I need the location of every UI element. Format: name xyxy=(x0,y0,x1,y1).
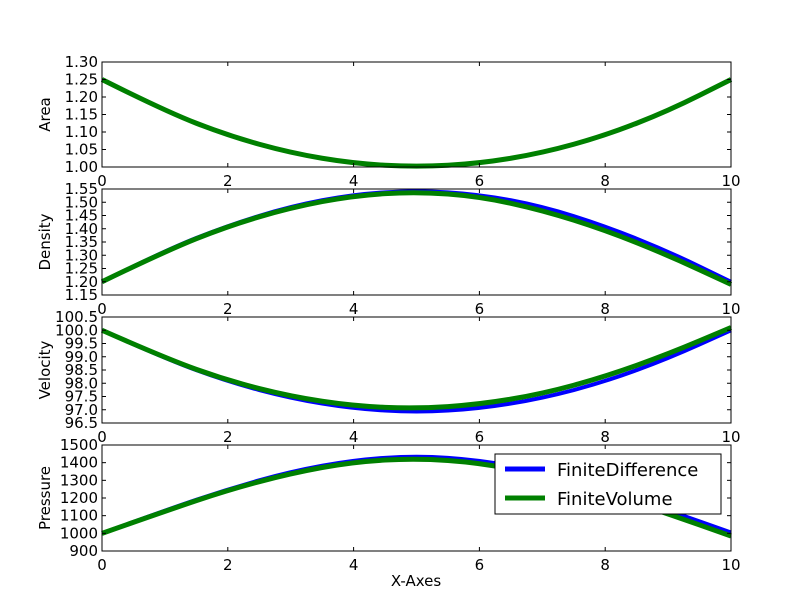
density-series-finitevolume xyxy=(100,190,733,287)
velocity-x-tick-label: 4 xyxy=(349,428,359,446)
velocity-y-tick-label: 98.0 xyxy=(65,374,98,392)
legend-label-finite-difference: FiniteDifference xyxy=(557,460,698,481)
velocity-y-tick-label: 97.5 xyxy=(65,388,98,406)
velocity-x-tick-label: 10 xyxy=(721,428,740,446)
area-y-tick-label: 1.05 xyxy=(65,141,98,159)
area-y-tick-label: 1.25 xyxy=(65,71,98,89)
density-x-tick-label: 10 xyxy=(721,300,740,318)
pressure-y-tick-label: 900 xyxy=(69,542,98,560)
pressure-y-tick-label: 1100 xyxy=(60,507,98,525)
pressure-y-tick-label: 1200 xyxy=(60,489,98,507)
velocity-y-tick-label: 100.0 xyxy=(55,321,98,339)
pressure-y-tick-label: 1300 xyxy=(60,471,98,489)
pressure-x-tick-label: 8 xyxy=(600,556,610,574)
pressure-x-tick-label: 6 xyxy=(475,556,485,574)
density-x-tick-label: 8 xyxy=(600,300,610,318)
legend-label-finite-volume: FiniteVolume xyxy=(557,489,673,510)
legend-frame xyxy=(494,453,722,515)
velocity-y-tick-label: 100.5 xyxy=(55,308,98,326)
density-y-tick-label: 1.30 xyxy=(65,246,98,264)
pressure-x-tick-label: 4 xyxy=(349,556,359,574)
density-y-tick-label: 1.55 xyxy=(65,180,98,198)
density-y-tick-label: 1.40 xyxy=(65,220,98,238)
subplot-density: 1.151.201.251.301.351.401.451.501.55 0 2 4 6… xyxy=(36,180,741,318)
pressure-y-tick-label: 1500 xyxy=(60,436,98,454)
velocity-y-tick-label: 96.5 xyxy=(65,414,98,432)
area-y-tick-label: 1.00 xyxy=(65,158,98,176)
density-y-tick-label: 1.35 xyxy=(65,233,98,251)
area-x-tick-label: 2 xyxy=(223,172,233,190)
area-series-finitevolume xyxy=(100,77,733,169)
density-y-tick-label: 1.25 xyxy=(65,260,98,278)
area-y-tick-label: 1.20 xyxy=(65,88,98,106)
pressure-y-tick-label: 1400 xyxy=(60,454,98,472)
density-y-tick-label: 1.45 xyxy=(65,207,98,225)
velocity-y-axis-label: Velocity xyxy=(36,340,54,399)
pressure-x-tick-label: 0 xyxy=(97,556,107,574)
velocity-y-tick-label: 98.5 xyxy=(65,361,98,379)
velocity-y-tick-label: 99.0 xyxy=(65,348,98,366)
area-y-tick-label: 1.15 xyxy=(65,106,98,124)
velocity-x-tick-label: 6 xyxy=(475,428,485,446)
legend: FiniteDifference FiniteVolume xyxy=(494,453,722,515)
density-x-tick-label: 6 xyxy=(475,300,485,318)
density-y-axis-label: Density xyxy=(36,213,54,270)
area-y-axis-label: Area xyxy=(36,97,54,132)
pressure-y-axis-label: Pressure xyxy=(36,466,54,530)
pressure-x-tick-label: 10 xyxy=(721,556,740,574)
velocity-series-finitevolume xyxy=(100,325,732,411)
area-y-tick-label: 1.10 xyxy=(65,123,98,141)
density-y-tick-label: 1.20 xyxy=(65,273,98,291)
velocity-y-tick-label: 99.5 xyxy=(65,335,98,353)
velocity-x-tick-label: 2 xyxy=(223,428,233,446)
density-x-tick-label: 2 xyxy=(223,300,233,318)
area-x-tick-label: 6 xyxy=(475,172,485,190)
density-x-tick-label: 4 xyxy=(349,300,359,318)
area-x-tick-label: 8 xyxy=(600,172,610,190)
velocity-y-tick-label: 97.0 xyxy=(65,401,98,419)
area-y-tick-label: 1.30 xyxy=(65,53,98,71)
density-x-tick-label: 0 xyxy=(97,300,107,318)
area-x-tick-label: 0 xyxy=(97,172,107,190)
pressure-y-tick-label: 1000 xyxy=(60,524,98,542)
velocity-x-tick-label: 0 xyxy=(97,428,107,446)
velocity-x-tick-label: 8 xyxy=(600,428,610,446)
density-y-tick-label: 1.15 xyxy=(65,286,98,304)
area-x-tick-label: 10 xyxy=(721,172,740,190)
area-x-tick-label: 4 xyxy=(349,172,359,190)
subplot-area: 1.001.051.101.151.201.251.30 0 2 4 6 8 10 Area xyxy=(36,53,741,190)
x-axis-label: X-Axes xyxy=(391,572,442,590)
pressure-x-tick-label: 2 xyxy=(223,556,233,574)
density-y-tick-label: 1.50 xyxy=(65,193,98,211)
subplots: 1.001.051.101.151.201.251.300 2 4 6 8 10Area1… xyxy=(36,53,741,574)
